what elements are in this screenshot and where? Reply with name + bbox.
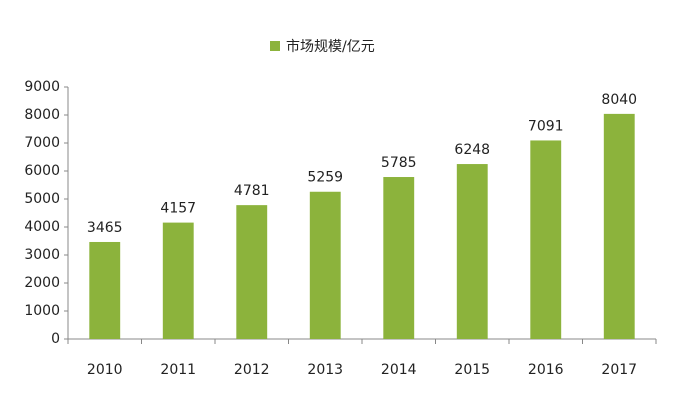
y-tick-label: 7000 bbox=[24, 135, 60, 151]
y-tick-label: 3000 bbox=[24, 247, 60, 263]
data-label: 4781 bbox=[234, 183, 270, 199]
x-tick-label: 2015 bbox=[454, 362, 490, 378]
data-label: 8040 bbox=[601, 92, 637, 108]
y-tick-label: 8000 bbox=[24, 107, 60, 123]
data-label: 3465 bbox=[87, 220, 123, 236]
y-tick-label: 5000 bbox=[24, 191, 60, 207]
x-tick-label: 2012 bbox=[234, 362, 270, 378]
bar bbox=[603, 113, 635, 339]
bar bbox=[383, 177, 415, 339]
data-label: 5785 bbox=[381, 155, 417, 171]
bar bbox=[236, 205, 268, 339]
x-tick-label: 2010 bbox=[87, 362, 123, 378]
x-tick-label: 2017 bbox=[601, 362, 637, 378]
y-tick-label: 1000 bbox=[24, 303, 60, 319]
data-label: 7091 bbox=[528, 118, 564, 134]
bar bbox=[530, 140, 562, 339]
bar bbox=[89, 241, 121, 339]
x-tick-label: 2013 bbox=[307, 362, 343, 378]
data-label: 4157 bbox=[160, 201, 196, 217]
y-tick-label: 9000 bbox=[24, 79, 60, 95]
data-label: 5259 bbox=[307, 170, 343, 186]
y-tick-label: 0 bbox=[51, 331, 60, 347]
bar bbox=[162, 222, 194, 339]
x-tick-label: 2014 bbox=[381, 362, 417, 378]
y-tick-label: 4000 bbox=[24, 219, 60, 235]
y-tick-label: 2000 bbox=[24, 275, 60, 291]
bar bbox=[456, 164, 488, 339]
x-tick-label: 2011 bbox=[160, 362, 196, 378]
y-tick-label: 6000 bbox=[24, 163, 60, 179]
legend-label: 市场规模/亿元 bbox=[286, 38, 375, 55]
data-label: 6248 bbox=[454, 142, 490, 158]
legend-swatch bbox=[270, 41, 280, 51]
x-tick-label: 2016 bbox=[528, 362, 564, 378]
bar bbox=[309, 191, 341, 339]
